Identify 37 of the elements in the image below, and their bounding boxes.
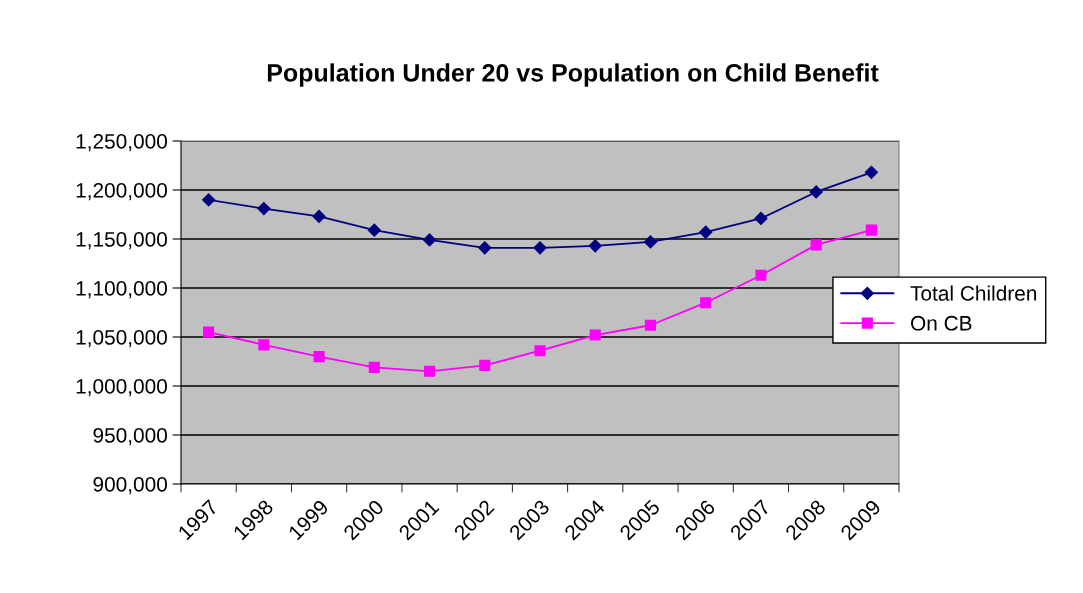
- point: [754, 211, 768, 226]
- point: [203, 326, 215, 338]
- point: [865, 224, 877, 236]
- point: [257, 202, 271, 216]
- legend-label: Total Children: [910, 285, 1037, 301]
- point: [478, 241, 492, 255]
- point: [479, 359, 491, 371]
- point: [423, 365, 436, 377]
- point: [809, 185, 823, 199]
- y-tick-label: 1,050,000: [76, 330, 167, 348]
- point: [367, 223, 381, 237]
- point: [533, 241, 547, 255]
- point: [534, 345, 546, 357]
- y-tick-label: 900,000: [93, 477, 167, 495]
- y-tick-label: 1,100,000: [76, 281, 167, 299]
- point: [313, 351, 325, 363]
- point: [643, 235, 658, 249]
- point: [864, 165, 878, 179]
- point: [258, 339, 270, 351]
- legend-label: On CB: [911, 315, 972, 331]
- point: [368, 361, 380, 373]
- y-tick-label: 1,250,000: [76, 134, 167, 152]
- y-tick-label: 1,000,000: [76, 379, 167, 397]
- point: [422, 233, 437, 247]
- point: [202, 193, 216, 207]
- y-tick-label: 950,000: [93, 428, 167, 446]
- point: [644, 319, 657, 331]
- point: [312, 209, 326, 224]
- point: [699, 225, 713, 239]
- point: [700, 297, 712, 309]
- chart-title: Population Under 20 vs Population on Child Benefit: [267, 63, 879, 87]
- point: [589, 329, 601, 341]
- point: [755, 269, 767, 281]
- y-tick-label: 1,200,000: [76, 183, 167, 201]
- point: [588, 239, 602, 253]
- y-tick-label: 1,150,000: [76, 232, 167, 250]
- point: [810, 239, 822, 251]
